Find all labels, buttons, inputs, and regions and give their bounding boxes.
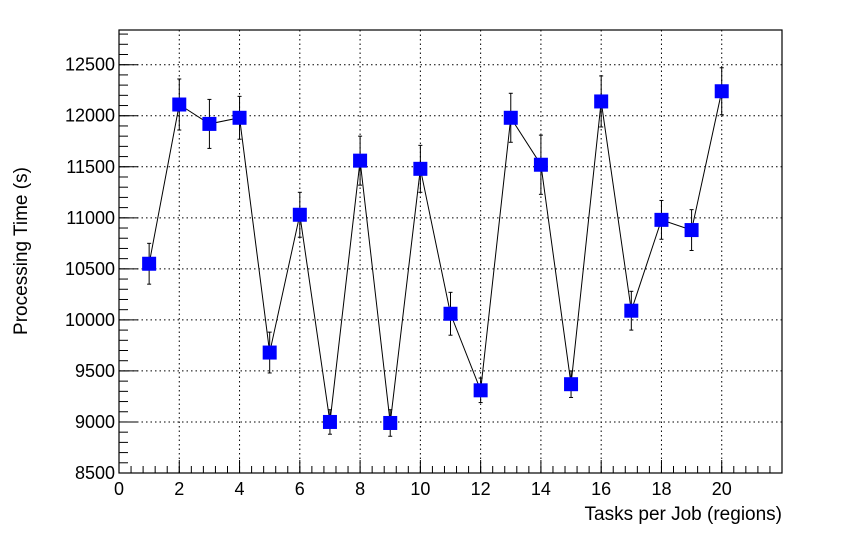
data-point [624,303,639,318]
axis-ticks [118,33,783,474]
tick-labels: 0 2 4 6 8 10 12 14 16 18 20 8500 9000 9500 10000 10500 1… [65,55,732,499]
x-tick-label: 10 [410,479,430,499]
plot-frame [118,29,783,474]
y-axis-title: Processing Time (s) [11,167,32,335]
series-line [148,91,723,424]
x-tick-label: 8 [355,479,365,499]
data-point [594,94,609,109]
y-tick-label: 11500 [66,157,115,177]
x-tick-label: 20 [712,479,732,499]
data-point [142,256,157,271]
data-point [172,97,187,112]
x-tick-label: 16 [591,479,611,499]
data-point [533,157,548,172]
data-point [443,306,458,321]
x-tick-label: 6 [295,479,305,499]
data-point [232,110,247,125]
data-point [202,116,217,131]
y-tick-label: 11000 [66,208,115,228]
grid-lines [119,30,782,473]
y-tick-label: 12000 [65,106,115,126]
data-point [564,377,579,392]
y-tick-label: 10000 [65,310,115,330]
x-tick-label: 4 [235,479,245,499]
x-tick-label: 2 [174,479,184,499]
data-point [353,153,368,168]
y-tick-label: 12500 [65,55,115,75]
data-point [714,84,729,99]
data-point [503,110,518,125]
y-tick-label: 10500 [65,259,115,279]
x-tick-label: 18 [651,479,671,499]
y-tick-label: 8500 [75,463,115,483]
data-point [473,383,488,398]
data-point [413,161,428,176]
data-point [654,212,669,227]
data-point [684,223,699,238]
data-point [322,414,337,429]
x-tick-label: 12 [471,479,491,499]
data-point [292,207,307,222]
data-point [262,345,277,360]
data-point [383,415,398,430]
x-tick-label: 0 [114,479,124,499]
data-points [142,84,729,430]
x-tick-label: 14 [531,479,551,499]
y-tick-label: 9000 [75,412,115,432]
y-tick-label: 9500 [75,361,115,381]
x-axis-title: Tasks per Job (regions) [585,504,782,525]
